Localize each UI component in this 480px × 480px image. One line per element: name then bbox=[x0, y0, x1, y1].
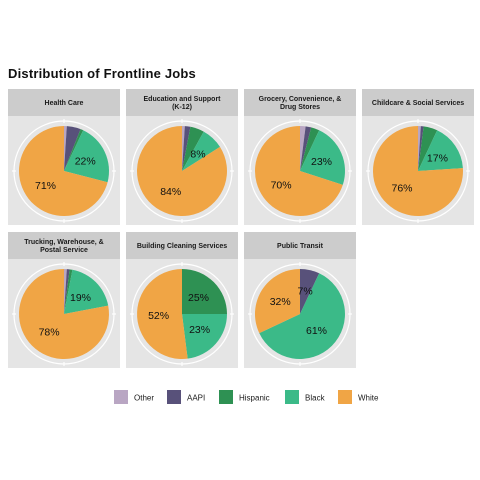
pie-slice-hispanic bbox=[64, 269, 73, 314]
pie-slice-white bbox=[372, 126, 463, 216]
panel-public-transit: Public Transit 7% 61% 32% bbox=[244, 232, 356, 368]
facet-strip bbox=[126, 232, 238, 259]
pie-slice-hispanic bbox=[182, 126, 204, 171]
pie-slice-black bbox=[418, 130, 463, 171]
pie-slice-white bbox=[136, 126, 227, 216]
legend-item-aapi: AAPI bbox=[167, 390, 205, 404]
facet-strip-label: Public Transit bbox=[277, 243, 324, 250]
slice-label-white: 76% bbox=[391, 183, 412, 195]
facet-strip-label: Building Cleaning Services bbox=[137, 243, 227, 250]
facet-strip bbox=[244, 232, 356, 259]
facet-strip-label: Education and Support (K-12) bbox=[144, 96, 222, 111]
legend-label-other: Other bbox=[134, 394, 154, 403]
facet-strip bbox=[8, 89, 120, 116]
legend-label-hispanic: Hispanic bbox=[239, 394, 270, 403]
slice-label-hispanic: 25% bbox=[188, 292, 209, 304]
pie-slice-aapi bbox=[182, 126, 191, 171]
pie-slice-aapi bbox=[418, 126, 424, 171]
facet-strip bbox=[8, 232, 120, 259]
pie-slice-other bbox=[64, 126, 67, 171]
slice-label-black: 23% bbox=[189, 324, 210, 336]
pie-slice-other bbox=[418, 126, 421, 171]
pie-slice-other bbox=[182, 126, 185, 171]
slice-label-white: 32% bbox=[270, 296, 291, 308]
pie-slice-hispanic bbox=[64, 129, 84, 171]
slice-label-aapi: 7% bbox=[298, 286, 313, 298]
pie-slice-hispanic bbox=[418, 126, 438, 171]
pie-slice-aapi bbox=[300, 269, 320, 314]
facet-strip bbox=[126, 89, 238, 116]
slice-label-white: 78% bbox=[39, 327, 60, 339]
slice-label-white: 52% bbox=[148, 310, 169, 322]
chart-title: Distribution of Frontline Jobs bbox=[8, 66, 196, 81]
legend-label-aapi: AAPI bbox=[187, 394, 205, 403]
pie-slice-white bbox=[18, 269, 109, 359]
pie-slice-white bbox=[19, 126, 108, 217]
facet-strip-label: Trucking, Warehouse, & Postal Service bbox=[24, 239, 103, 254]
panels-layer: Health Care 22% 71% Education and Support (K… bbox=[8, 89, 474, 368]
facet-strip-label: Grocery, Convenience, & Drug Stores bbox=[259, 96, 342, 111]
panel-health-care: Health Care 22% 71% bbox=[8, 89, 120, 225]
pie-slice-black bbox=[64, 130, 110, 183]
pie-slice-black bbox=[259, 273, 345, 359]
facet-strip-label: Health Care bbox=[45, 100, 84, 107]
slice-label-black: 19% bbox=[70, 292, 91, 304]
legend-item-black: Black bbox=[285, 390, 326, 404]
panel-building-cleaning-services: Building Cleaning Services 25% 23% 52% bbox=[126, 232, 238, 368]
legend-key-white bbox=[338, 390, 352, 404]
legend-key-black bbox=[285, 390, 299, 404]
legend: Other AAPI Hispanic Black White bbox=[114, 390, 379, 404]
slice-label-black: 17% bbox=[427, 152, 448, 164]
pie-slice-black bbox=[182, 314, 228, 359]
pie-slice-white bbox=[254, 269, 300, 334]
legend-item-other: Other bbox=[114, 390, 154, 404]
pie-slice-black bbox=[182, 131, 220, 171]
slice-label-black: 61% bbox=[306, 325, 327, 337]
pie-slice-aapi bbox=[64, 126, 81, 171]
legend-label-black: Black bbox=[305, 394, 326, 403]
legend-key-hispanic bbox=[219, 390, 233, 404]
slice-label-black: 8% bbox=[190, 148, 205, 160]
legend-key-other bbox=[114, 390, 128, 404]
pie-slice-black bbox=[64, 269, 109, 314]
slice-label-white: 71% bbox=[35, 180, 56, 192]
facet-strip bbox=[362, 89, 474, 116]
pie-slice-hispanic bbox=[182, 269, 227, 314]
pie-slice-aapi bbox=[300, 126, 312, 171]
pie-slice-other bbox=[300, 125, 306, 171]
pie-slice-black bbox=[300, 130, 346, 185]
facet-strip-label: Childcare & Social Services bbox=[372, 100, 464, 107]
panel-trucking-warehouse-postal-service: Trucking, Warehouse, & Postal Service 19% 7… bbox=[8, 232, 120, 368]
slice-label-black: 22% bbox=[75, 156, 96, 168]
legend-item-white: White bbox=[338, 390, 379, 404]
legend-label-white: White bbox=[358, 394, 379, 403]
pie-slice-other bbox=[64, 269, 67, 314]
pie-slice-aapi bbox=[64, 269, 70, 314]
pie-slice-white bbox=[137, 269, 188, 359]
legend-item-hispanic: Hispanic bbox=[219, 390, 270, 404]
slice-label-black: 23% bbox=[311, 156, 332, 168]
facet-strip bbox=[244, 89, 356, 116]
pie-slice-white bbox=[255, 126, 343, 216]
slice-label-white: 70% bbox=[271, 179, 292, 191]
legend-key-aapi bbox=[167, 390, 181, 404]
panel-grocery-convenience-drug-stores: Grocery, Convenience, & Drug Stores 23% 70% bbox=[244, 89, 356, 225]
slice-label-white: 84% bbox=[160, 186, 181, 198]
panel-childcare-social-services: Childcare & Social Services 17% 76% bbox=[362, 89, 474, 225]
panel-education-and-support-k-12: Education and Support (K-12) 8% 84% bbox=[126, 89, 238, 225]
pie-slice-hispanic bbox=[300, 127, 320, 171]
